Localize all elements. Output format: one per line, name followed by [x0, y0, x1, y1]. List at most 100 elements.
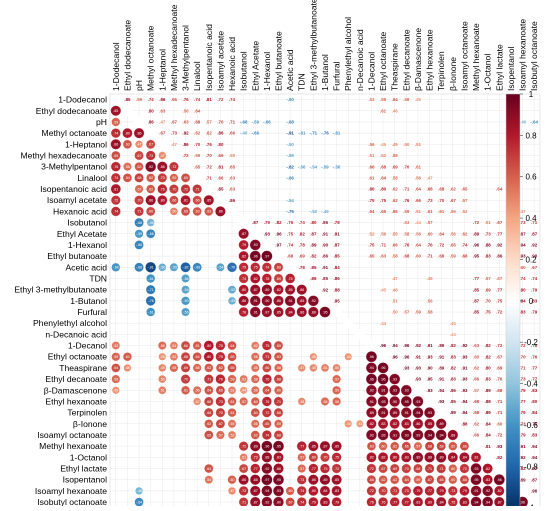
corr-value-label: -.64 — [530, 120, 538, 125]
corr-circle-value: .62 — [450, 444, 455, 448]
corr-value-label: .73 — [171, 131, 178, 136]
corr-circle-value: .70 — [160, 176, 165, 180]
row-label: TDN — [89, 273, 107, 283]
corr-value-label: .87 — [531, 477, 538, 482]
corr-circle — [169, 263, 179, 272]
corr-circle — [204, 206, 214, 216]
corr-value-label: .82 — [519, 466, 526, 471]
corr-circle-value: .90 — [276, 500, 281, 504]
corr-circle — [215, 385, 226, 395]
corr-circle — [412, 451, 424, 463]
corr-value-label: .56 — [450, 231, 457, 236]
corr-circle-value: -.54 — [217, 266, 223, 270]
corr-circle — [227, 285, 237, 294]
corr-circle-value: .63 — [276, 355, 281, 359]
corr-value-label: .60 — [519, 265, 526, 270]
corr-value-label: .71 — [496, 410, 503, 415]
corr-circle — [227, 363, 237, 373]
corr-value-label: .72 — [473, 220, 480, 225]
colorbar-tick-label: 0.8 — [525, 131, 537, 140]
corr-circle-value: .73 — [241, 489, 246, 493]
corr-circle-value: .83 — [334, 489, 339, 493]
corr-circle — [331, 474, 342, 486]
corr-value-label: .96 — [403, 354, 410, 359]
corr-circle — [215, 407, 226, 418]
corr-circle — [111, 262, 121, 272]
corr-value-label: .79 — [519, 410, 526, 415]
corr-circle-value: .76 — [369, 500, 374, 504]
row-label: Isopentanoic acid — [40, 184, 107, 194]
corr-value-label: .73 — [426, 198, 433, 203]
corr-value-label: .80 — [519, 287, 526, 292]
corr-value-label: .91 — [461, 366, 468, 371]
corr-circle — [435, 451, 447, 463]
corr-circle — [284, 295, 296, 307]
corr-circle-value: .67 — [381, 467, 386, 471]
corr-value-label: .45 — [450, 321, 457, 326]
corr-circle-value: .47 — [299, 366, 304, 370]
corr-circle-value: .74 — [264, 433, 269, 437]
corr-circle — [133, 127, 145, 139]
corr-circle — [122, 139, 133, 149]
corr-circle-value: .89 — [415, 456, 420, 460]
corr-value-label: .76 — [403, 243, 410, 248]
corr-circle-value: .72 — [183, 187, 188, 191]
corr-value-label: .87 — [252, 220, 259, 225]
diagonal-cell — [342, 318, 354, 329]
corr-circle — [250, 452, 261, 463]
corr-circle — [180, 173, 191, 183]
corr-circle — [238, 284, 249, 295]
corr-circle-value: .73 — [450, 489, 455, 493]
corr-value-label: .85 — [473, 310, 480, 315]
corr-value-label: .78 — [334, 220, 341, 225]
corr-circle-value: .65 — [230, 355, 235, 359]
corr-value-label: .87 — [334, 243, 341, 248]
corr-value-label: .70 — [206, 153, 213, 158]
corr-value-label: .51 — [368, 153, 375, 158]
corr-circle-value: .92 — [264, 500, 269, 504]
column-label: Hexanoic acid — [227, 37, 237, 91]
colorbar-tick-label: 0.2 — [525, 255, 537, 264]
corr-circle — [262, 351, 272, 362]
corr-value-label: .96 — [403, 343, 410, 348]
corr-circle — [250, 363, 260, 373]
column-label: Isoamyl acetate — [215, 31, 225, 91]
corr-value-label: .86 — [159, 97, 166, 102]
corr-circle — [227, 419, 237, 429]
corr-circle — [262, 419, 272, 429]
corr-value-label: .73 — [519, 421, 526, 426]
row-label: Acetic acid — [65, 262, 107, 272]
corr-circle — [401, 475, 411, 485]
corr-circle-value: .49 — [160, 366, 165, 370]
corr-circle — [274, 385, 283, 395]
row-label: Linalool — [77, 173, 107, 183]
corr-circle-value: -.46 — [136, 489, 142, 493]
corr-value-label: .94 — [392, 343, 399, 348]
corr-value-label: .94 — [531, 444, 538, 449]
corr-circle-value: .87 — [497, 500, 502, 504]
corr-circle-value: .96 — [369, 355, 374, 359]
corr-circle — [215, 206, 226, 217]
corr-circle-value: .83 — [276, 456, 281, 460]
corr-circle — [378, 463, 388, 474]
corr-circle-value: .57 — [299, 467, 304, 471]
corr-circle-value: .72 — [171, 165, 176, 169]
row-label: Isobutanol — [67, 218, 107, 228]
corr-value-label: .71 — [403, 187, 410, 192]
corr-value-label: .64 — [194, 108, 201, 113]
corr-value-label: .86 — [450, 388, 457, 393]
corr-circle — [238, 239, 249, 251]
corr-circle — [146, 218, 155, 227]
corr-circle — [203, 340, 214, 351]
corr-circle-value: .83 — [462, 500, 467, 504]
corr-value-label: .71 — [206, 175, 213, 180]
corr-value-label: .66 — [473, 377, 480, 382]
corr-value-label: .77 — [531, 377, 538, 382]
corr-circle-value: .67 — [218, 422, 223, 426]
corr-circle — [272, 485, 285, 497]
corr-circle-value: .95 — [276, 478, 281, 482]
corr-value-label: .92 — [496, 243, 503, 248]
corr-circle — [307, 295, 319, 307]
corr-circle — [377, 384, 389, 396]
corr-circle-value: .71 — [264, 355, 269, 359]
